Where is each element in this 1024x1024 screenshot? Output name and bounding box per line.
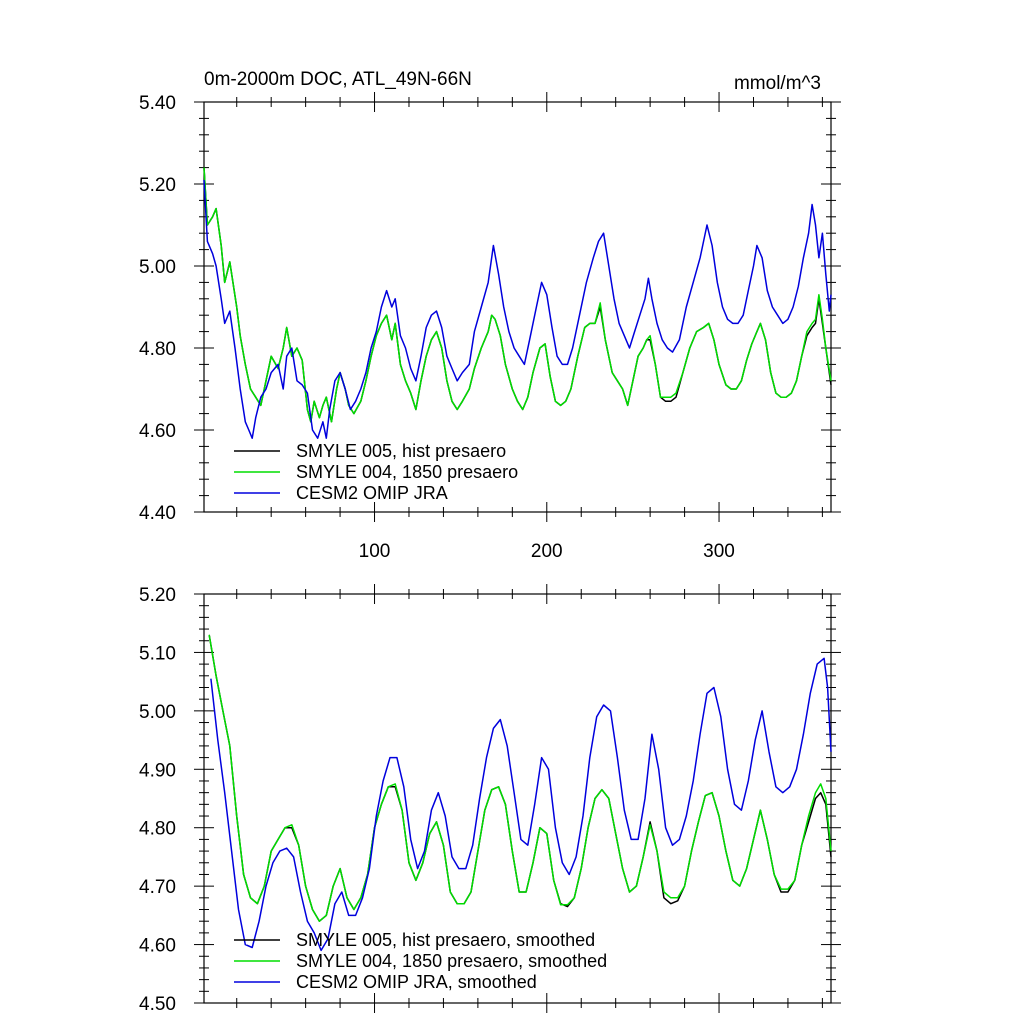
bottom-y-tick-label: 5.10 [139, 643, 176, 664]
bottom-legend-label-1: SMYLE 005, hist presaero, smoothed [296, 930, 595, 950]
bottom-y-tick-label: 4.80 [139, 819, 176, 840]
bottom-y-tick-label: 4.70 [139, 877, 176, 898]
top-series-line-1 [203, 167, 832, 423]
bottom-y-tick-label: 4.50 [139, 994, 176, 1015]
bottom-legend-label-2: SMYLE 004, 1850 presaero, smoothed [296, 951, 607, 971]
bottom-series-line-3 [210, 657, 832, 952]
bottom-y-tick-label: 5.00 [139, 702, 176, 723]
top-chart-title: 0m-2000m DOC, ATL_49N-66N [204, 69, 472, 90]
top-x-tick-label: 200 [531, 541, 563, 562]
top-series-line-3 [203, 179, 832, 439]
top-x-tick-label: 300 [703, 541, 735, 562]
top-plot-frame [203, 101, 832, 513]
top-y-tick-label: 5.20 [139, 175, 176, 196]
top-units-label: mmol/m^3 [734, 73, 821, 94]
top-legend-label-3: CESM2 OMIP JRA [296, 483, 448, 503]
bottom-y-tick-label: 4.90 [139, 760, 176, 781]
top-x-tick-label: 100 [359, 541, 391, 562]
bottom-y-tick-label: 4.60 [139, 936, 176, 957]
top-y-tick-label: 5.40 [139, 93, 176, 114]
top-y-tick-label: 5.00 [139, 257, 176, 278]
top-legend-label-1: SMYLE 005, hist presaero [296, 441, 506, 461]
top-legend-label-2: SMYLE 004, 1850 presaero [296, 462, 518, 482]
bottom-legend-label-3: CESM2 OMIP JRA, smoothed [296, 972, 537, 992]
top-y-tick-label: 4.40 [139, 503, 176, 524]
top-y-tick-label: 4.60 [139, 421, 176, 442]
bottom-series-line-2 [208, 634, 832, 922]
top-y-tick-label: 4.80 [139, 339, 176, 360]
bottom-series-line-1 [208, 634, 832, 922]
bottom-panel-smoothed-timeseries: 4.50 4.60 4.70 4.80 4.90 5.00 5.10 5.20 SMYLE 00… [139, 584, 841, 1015]
top-panel-doc-timeseries: 4.40 4.60 4.80 5.00 5.20 5.40 100 200 300 0m-2000… [139, 69, 841, 562]
bottom-y-tick-label: 5.20 [139, 585, 176, 606]
top-series-line-2 [203, 167, 832, 423]
bottom-plot-frame [203, 593, 832, 1004]
